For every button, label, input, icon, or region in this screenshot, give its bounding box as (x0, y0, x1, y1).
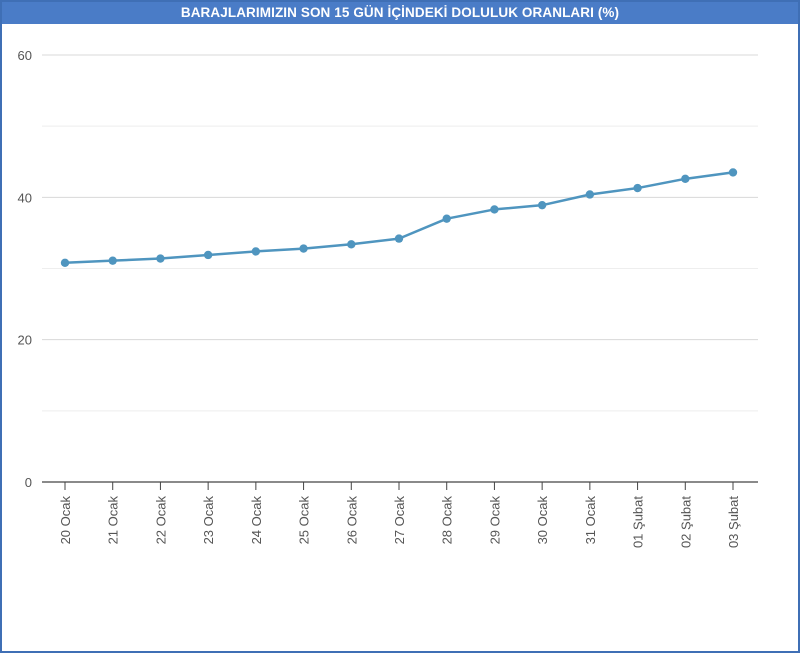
data-point[interactable] (347, 240, 356, 249)
x-tick-label: 28 Ocak (440, 496, 455, 545)
data-point[interactable] (60, 258, 70, 268)
data-point[interactable] (728, 168, 738, 177)
y-tick-label: 60 (18, 48, 32, 63)
x-tick-label: 01 Şubat (631, 496, 646, 548)
x-tick-label: 26 Ocak (344, 496, 359, 545)
series-line (64, 171, 734, 265)
data-point[interactable] (490, 205, 499, 214)
x-tick-label: 29 Ocak (487, 496, 502, 545)
data-point[interactable] (156, 254, 165, 263)
data-point[interactable] (203, 250, 213, 260)
x-tick-label: 21 Ocak (106, 496, 121, 545)
series-layer (60, 168, 738, 268)
y-tick-label: 0 (25, 475, 32, 490)
gridlines (42, 54, 758, 412)
chart-title: BARAJLARIMIZIN SON 15 GÜN İÇİNDEKİ DOLUL… (2, 2, 798, 24)
y-axis-ticks: 0 20 40 60 (18, 48, 32, 490)
data-point[interactable] (299, 244, 308, 253)
data-point[interactable] (585, 190, 595, 199)
data-point[interactable] (394, 234, 404, 243)
data-point[interactable] (633, 183, 642, 193)
x-tick-label: 31 Ocak (583, 496, 598, 545)
x-tick-label: 03 Şubat (726, 496, 741, 548)
x-tick-label: 20 Ocak (58, 496, 73, 545)
y-tick-label: 40 (18, 190, 32, 205)
x-tick-label: 02 Şubat (678, 496, 693, 548)
data-point[interactable] (251, 247, 261, 256)
data-point[interactable] (681, 174, 690, 184)
x-tick-label: 25 Ocak (297, 496, 312, 545)
data-point[interactable] (537, 200, 547, 210)
x-tick-label: 23 Ocak (201, 496, 216, 545)
x-tick-label: 22 Ocak (153, 496, 168, 545)
y-tick-label: 20 (18, 333, 32, 348)
x-tick-label: 24 Ocak (249, 496, 264, 545)
data-point[interactable] (442, 214, 451, 223)
x-tick-label: 30 Ocak (535, 496, 550, 545)
x-tick-label: 27 Ocak (392, 496, 407, 545)
data-point[interactable] (108, 256, 117, 265)
x-axis-ticks: 20 Ocak 21 Ocak 22 Ocak 23 Ocak 24 Ocak 25 Oc… (58, 482, 741, 548)
